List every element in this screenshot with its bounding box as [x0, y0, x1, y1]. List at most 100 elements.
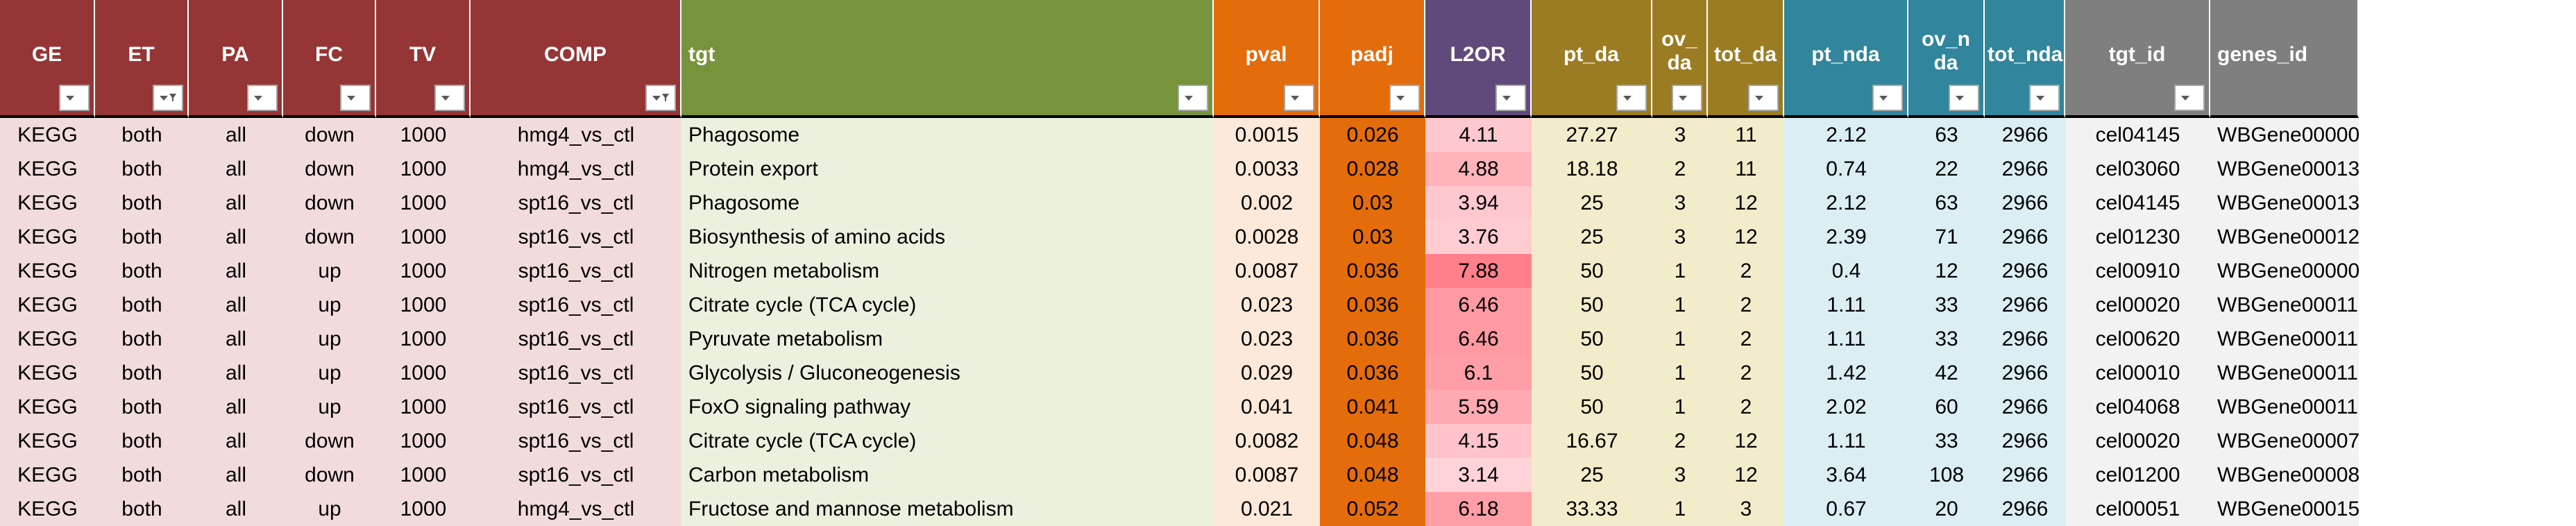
cell-tgt[interactable]: Citrate cycle (TCA cycle) [681, 288, 1214, 322]
cell-pa[interactable]: all [189, 186, 283, 220]
cell-tot-da[interactable]: 3 [1708, 492, 1784, 526]
cell-fc[interactable]: up [283, 390, 376, 424]
cell-ov-da[interactable]: 2 [1652, 152, 1708, 186]
cell-tv[interactable]: 1000 [376, 186, 471, 220]
cell-et[interactable]: both [95, 424, 189, 458]
cell-pval[interactable]: 0.0087 [1214, 458, 1320, 492]
cell-l2or[interactable]: 4.88 [1425, 152, 1532, 186]
cell-pt-nda[interactable]: 0.74 [1784, 152, 1908, 186]
cell-pval[interactable]: 0.029 [1214, 356, 1320, 390]
filter-dropdown-icon[interactable] [1672, 85, 1702, 111]
cell-pval[interactable]: 0.0082 [1214, 424, 1320, 458]
filter-dropdown-icon[interactable] [59, 85, 90, 111]
cell-l2or[interactable]: 4.15 [1425, 424, 1532, 458]
cell-ov-da[interactable]: 1 [1652, 288, 1708, 322]
filter-active-dropdown-icon[interactable] [645, 85, 676, 111]
cell-tot-da[interactable]: 12 [1708, 186, 1784, 220]
cell-pval[interactable]: 0.023 [1214, 322, 1320, 356]
cell-et[interactable]: both [95, 118, 189, 152]
filter-dropdown-icon[interactable] [1748, 85, 1779, 111]
cell-fc[interactable]: up [283, 492, 376, 526]
cell-pval[interactable]: 0.021 [1214, 492, 1320, 526]
cell-pa[interactable]: all [189, 118, 283, 152]
cell-tot-nda[interactable]: 2966 [1985, 390, 2065, 424]
cell-tot-da[interactable]: 12 [1708, 220, 1784, 254]
cell-ov-da[interactable]: 1 [1652, 390, 1708, 424]
cell-tgt[interactable]: Protein export [681, 152, 1214, 186]
cell-pa[interactable]: all [189, 152, 283, 186]
cell-comp[interactable]: spt16_vs_ctl [471, 390, 681, 424]
cell-comp[interactable]: hmg4_vs_ctl [471, 118, 681, 152]
header-tv[interactable]: TV [376, 0, 471, 118]
cell-tgt-id[interactable]: cel00051 [2065, 492, 2210, 526]
cell-tot-da[interactable]: 2 [1708, 322, 1784, 356]
cell-genes-id[interactable]: WBGene00012326/WBGene000 [2210, 220, 2359, 254]
cell-ge[interactable]: KEGG [0, 356, 95, 390]
cell-tgt-id[interactable]: cel04145 [2065, 186, 2210, 220]
cell-tot-da[interactable]: 12 [1708, 458, 1784, 492]
cell-ov-nda[interactable]: 60 [1908, 390, 1985, 424]
cell-tot-da[interactable]: 2 [1708, 356, 1784, 390]
filter-dropdown-icon[interactable] [340, 85, 371, 111]
cell-l2or[interactable]: 6.18 [1425, 492, 1532, 526]
cell-pt-da[interactable]: 50 [1532, 322, 1652, 356]
cell-pt-da[interactable]: 27.27 [1532, 118, 1652, 152]
cell-tot-da[interactable]: 2 [1708, 390, 1784, 424]
cell-fc[interactable]: down [283, 118, 376, 152]
cell-pval[interactable]: 0.0087 [1214, 254, 1320, 288]
cell-padj[interactable]: 0.028 [1320, 152, 1425, 186]
cell-ov-da[interactable]: 3 [1652, 458, 1708, 492]
cell-pval[interactable]: 0.0033 [1214, 152, 1320, 186]
cell-tot-nda[interactable]: 2966 [1985, 424, 2065, 458]
cell-pt-nda[interactable]: 2.12 [1784, 118, 1908, 152]
cell-ov-nda[interactable]: 33 [1908, 424, 1985, 458]
cell-ov-da[interactable]: 3 [1652, 118, 1708, 152]
cell-tv[interactable]: 1000 [376, 356, 471, 390]
cell-pa[interactable]: all [189, 356, 283, 390]
filter-dropdown-icon[interactable] [1284, 85, 1314, 111]
header-pval[interactable]: pval [1214, 0, 1320, 118]
cell-pt-nda[interactable]: 1.11 [1784, 288, 1908, 322]
cell-pt-da[interactable]: 33.33 [1532, 492, 1652, 526]
cell-tot-nda[interactable]: 2966 [1985, 458, 2065, 492]
header-genes-id[interactable]: genes_id [2210, 0, 2359, 118]
header-et[interactable]: ET [95, 0, 189, 118]
cell-comp[interactable]: hmg4_vs_ctl [471, 152, 681, 186]
cell-genes-id[interactable]: WBGene00013311/WBGene000 [2210, 186, 2359, 220]
filter-active-dropdown-icon[interactable] [153, 85, 183, 111]
cell-padj[interactable]: 0.048 [1320, 424, 1425, 458]
cell-genes-id[interactable]: WBGene00008506/WBGene000 [2210, 458, 2359, 492]
header-l2or[interactable]: L2OR [1425, 0, 1532, 118]
cell-tot-nda[interactable]: 2966 [1985, 152, 2065, 186]
cell-comp[interactable]: spt16_vs_ctl [471, 458, 681, 492]
cell-tv[interactable]: 1000 [376, 288, 471, 322]
cell-padj[interactable]: 0.036 [1320, 254, 1425, 288]
cell-pt-da[interactable]: 50 [1532, 390, 1652, 424]
cell-tgt-id[interactable]: cel00020 [2065, 288, 2210, 322]
cell-ov-nda[interactable]: 71 [1908, 220, 1985, 254]
cell-padj[interactable]: 0.03 [1320, 186, 1425, 220]
cell-pt-da[interactable]: 18.18 [1532, 152, 1652, 186]
cell-et[interactable]: both [95, 322, 189, 356]
cell-pa[interactable]: all [189, 390, 283, 424]
cell-tgt[interactable]: Nitrogen metabolism [681, 254, 1214, 288]
cell-tot-nda[interactable]: 2966 [1985, 322, 2065, 356]
cell-pa[interactable]: all [189, 492, 283, 526]
cell-tgt[interactable]: Pyruvate metabolism [681, 322, 1214, 356]
cell-genes-id[interactable]: WBGene00000281 [2210, 254, 2359, 288]
cell-et[interactable]: both [95, 186, 189, 220]
cell-tgt-id[interactable]: cel00020 [2065, 424, 2210, 458]
cell-l2or[interactable]: 3.76 [1425, 220, 1532, 254]
cell-genes-id[interactable]: WBGene00011232 [2210, 356, 2359, 390]
cell-genes-id[interactable]: WBGene00011232 [2210, 322, 2359, 356]
cell-ov-nda[interactable]: 33 [1908, 288, 1985, 322]
cell-ov-da[interactable]: 1 [1652, 254, 1708, 288]
cell-ov-nda[interactable]: 63 [1908, 186, 1985, 220]
cell-pt-da[interactable]: 50 [1532, 356, 1652, 390]
cell-et[interactable]: both [95, 356, 189, 390]
cell-tv[interactable]: 1000 [376, 220, 471, 254]
cell-l2or[interactable]: 6.46 [1425, 322, 1532, 356]
cell-padj[interactable]: 0.036 [1320, 288, 1425, 322]
cell-pt-da[interactable]: 25 [1532, 186, 1652, 220]
cell-genes-id[interactable]: WBGene00007993/WBGene000 [2210, 424, 2359, 458]
